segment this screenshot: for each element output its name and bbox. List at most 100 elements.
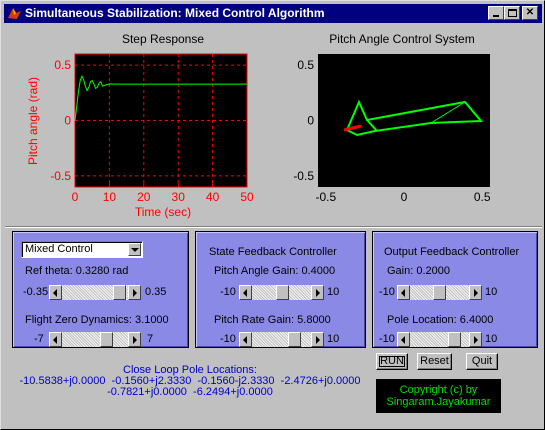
- minimize-icon: [493, 15, 499, 17]
- plots-svg: Step Response 0 10 20 30 40 500.50-0.5 Time (…: [26, 32, 491, 219]
- arrow-right-icon: [316, 336, 320, 344]
- pitch-ytick-label: 0: [307, 114, 314, 128]
- slider-thumb[interactable]: [447, 332, 461, 347]
- pitch-angle-gain-slider[interactable]: [239, 285, 324, 300]
- pole-location-max: 10: [485, 333, 498, 345]
- pitch-plot-ticks: -0.5 0 0.5 0.5 0 -0.5: [293, 58, 491, 204]
- arrow-right-icon: [133, 336, 137, 344]
- state-feedback-title: State Feedback Controller: [209, 246, 337, 258]
- step-response-line: [74, 74, 247, 121]
- plots-area: Step Response 0 10 20 30 40 50 0.5 0 -0.5 Time (…: [5, 24, 542, 224]
- pitch-plot-title: Pitch Angle Control System: [329, 32, 474, 46]
- slider-left-arrow[interactable]: [397, 285, 410, 300]
- gain-label: Gain: 0.2000: [387, 265, 450, 277]
- step-xtick-label: 40: [206, 190, 220, 204]
- slider-left-arrow[interactable]: [239, 285, 252, 300]
- pitch-xtick-label: 0: [401, 190, 408, 204]
- pitch-rate-gain-slider[interactable]: [239, 332, 324, 347]
- pole-locations-line1: -10.5838+j0.0000 -0.1560+j2.3330 -0.1560…: [19, 375, 361, 387]
- pole-location-slider[interactable]: [397, 332, 482, 347]
- pole-location-min: -10: [379, 333, 395, 345]
- pitch-ytick-label: -0.5: [293, 169, 314, 183]
- control-mode-selected: Mixed Control: [25, 243, 93, 255]
- pitch-rate-gain-min: -10: [220, 333, 236, 345]
- slider-thumb[interactable]: [275, 285, 289, 300]
- arrow-left-icon: [401, 336, 405, 344]
- flight-zero-slider[interactable]: [49, 332, 141, 347]
- aircraft-shape: [345, 99, 484, 137]
- ref-theta-max: 0.35: [145, 286, 167, 298]
- flight-zero-max: 7: [147, 333, 154, 345]
- slider-thumb[interactable]: [288, 332, 302, 347]
- step-xtick-label: 50: [240, 190, 254, 204]
- pitch-xtick-label: -0.5: [315, 190, 336, 204]
- step-plot-xlabel: Time (sec): [135, 205, 191, 219]
- slider-left-arrow[interactable]: [49, 285, 62, 300]
- pole-location-label: Pole Location: 6.4000: [387, 314, 494, 326]
- mixed-control-panel: Mixed Control Ref theta: 0.3280 rad -0.3…: [12, 231, 189, 348]
- step-ytick-label: 0.5: [54, 58, 71, 72]
- slider-right-arrow[interactable]: [469, 285, 482, 300]
- slider-thumb[interactable]: [433, 285, 447, 300]
- run-button[interactable]: RUN: [376, 353, 408, 370]
- slider-right-arrow[interactable]: [311, 332, 324, 347]
- gain-min: -10: [379, 286, 395, 298]
- quit-button[interactable]: Quit: [466, 353, 498, 370]
- gain-slider[interactable]: [397, 285, 482, 300]
- arrow-right-icon: [474, 289, 478, 297]
- close-icon: ✕: [525, 7, 535, 18]
- ref-theta-min: -0.35: [23, 286, 49, 298]
- arrow-right-icon: [316, 289, 320, 297]
- maximize-button[interactable]: [504, 6, 520, 20]
- arrow-left-icon: [53, 289, 57, 297]
- pitch-rate-gain-label: Pitch Rate Gain: 5.8000: [214, 314, 331, 326]
- elevator-shape: [343, 124, 362, 132]
- arrow-left-icon: [53, 336, 57, 344]
- step-plot-grid: [75, 54, 247, 187]
- pitch-ytick-label: 0.5: [297, 58, 314, 72]
- slider-right-arrow[interactable]: [128, 285, 141, 300]
- close-button[interactable]: ✕: [522, 6, 538, 20]
- title-bar[interactable]: Simultaneous Stabilization: Mixed Contro…: [4, 4, 542, 23]
- pitch-plot-axes: [318, 54, 490, 187]
- step-plot-title: Step Response: [122, 32, 204, 46]
- arrow-left-icon: [243, 289, 247, 297]
- output-feedback-panel: Output Feedback Controller Gain: 0.2000 …: [372, 231, 538, 348]
- slider-thumb[interactable]: [100, 332, 114, 347]
- dropdown-button[interactable]: [128, 243, 141, 256]
- slider-thumb[interactable]: [113, 285, 127, 300]
- reset-button[interactable]: Reset: [417, 353, 452, 370]
- slider-right-arrow[interactable]: [469, 332, 482, 347]
- arrow-right-icon: [133, 289, 137, 297]
- ref-theta-slider[interactable]: [49, 285, 141, 300]
- step-plot-ylabel: Pitch angle (rad): [26, 77, 40, 165]
- flight-zero-label: Flight Zero Dynamics: 3.1000: [25, 314, 169, 326]
- step-xtick-label: 0: [72, 190, 79, 204]
- pole-locations-title: Close Loop Pole Locations:: [123, 364, 257, 376]
- matlab-logo-icon: [8, 8, 21, 19]
- step-ytick-label: 0: [64, 114, 71, 128]
- maximize-icon: [508, 9, 517, 17]
- minimize-button[interactable]: [488, 6, 504, 20]
- copyright-line1: Copyright (c) by: [399, 384, 478, 396]
- copyright-box: Copyright (c) by Singaram.Jayakumar: [376, 379, 501, 413]
- flight-zero-min: -7: [34, 333, 44, 345]
- slider-left-arrow[interactable]: [239, 332, 252, 347]
- separator-line: [5, 226, 542, 228]
- state-feedback-panel: State Feedback Controller Pitch Angle Ga…: [195, 231, 366, 348]
- slider-left-arrow[interactable]: [49, 332, 62, 347]
- pole-locations-line2: -0.7821+j0.0000 -6.2494+j0.0000: [107, 386, 273, 398]
- window-title: Simultaneous Stabilization: Mixed Contro…: [25, 6, 325, 20]
- gain-max: 10: [485, 286, 498, 298]
- slider-right-arrow[interactable]: [128, 332, 141, 347]
- arrow-right-icon: [474, 336, 478, 344]
- pitch-angle-gain-label: Pitch Angle Gain: 0.4000: [214, 265, 336, 277]
- ref-theta-label: Ref theta: 0.3280 rad: [25, 265, 129, 277]
- output-feedback-title: Output Feedback Controller: [384, 246, 520, 258]
- slider-right-arrow[interactable]: [311, 285, 324, 300]
- figure-client-area: Step Response 0 10 20 30 40 50 0.5 0 -0.5 Time (…: [5, 24, 542, 427]
- slider-left-arrow[interactable]: [397, 332, 410, 347]
- control-mode-dropdown[interactable]: Mixed Control: [21, 241, 143, 258]
- pitch-rate-gain-max: 10: [327, 333, 340, 345]
